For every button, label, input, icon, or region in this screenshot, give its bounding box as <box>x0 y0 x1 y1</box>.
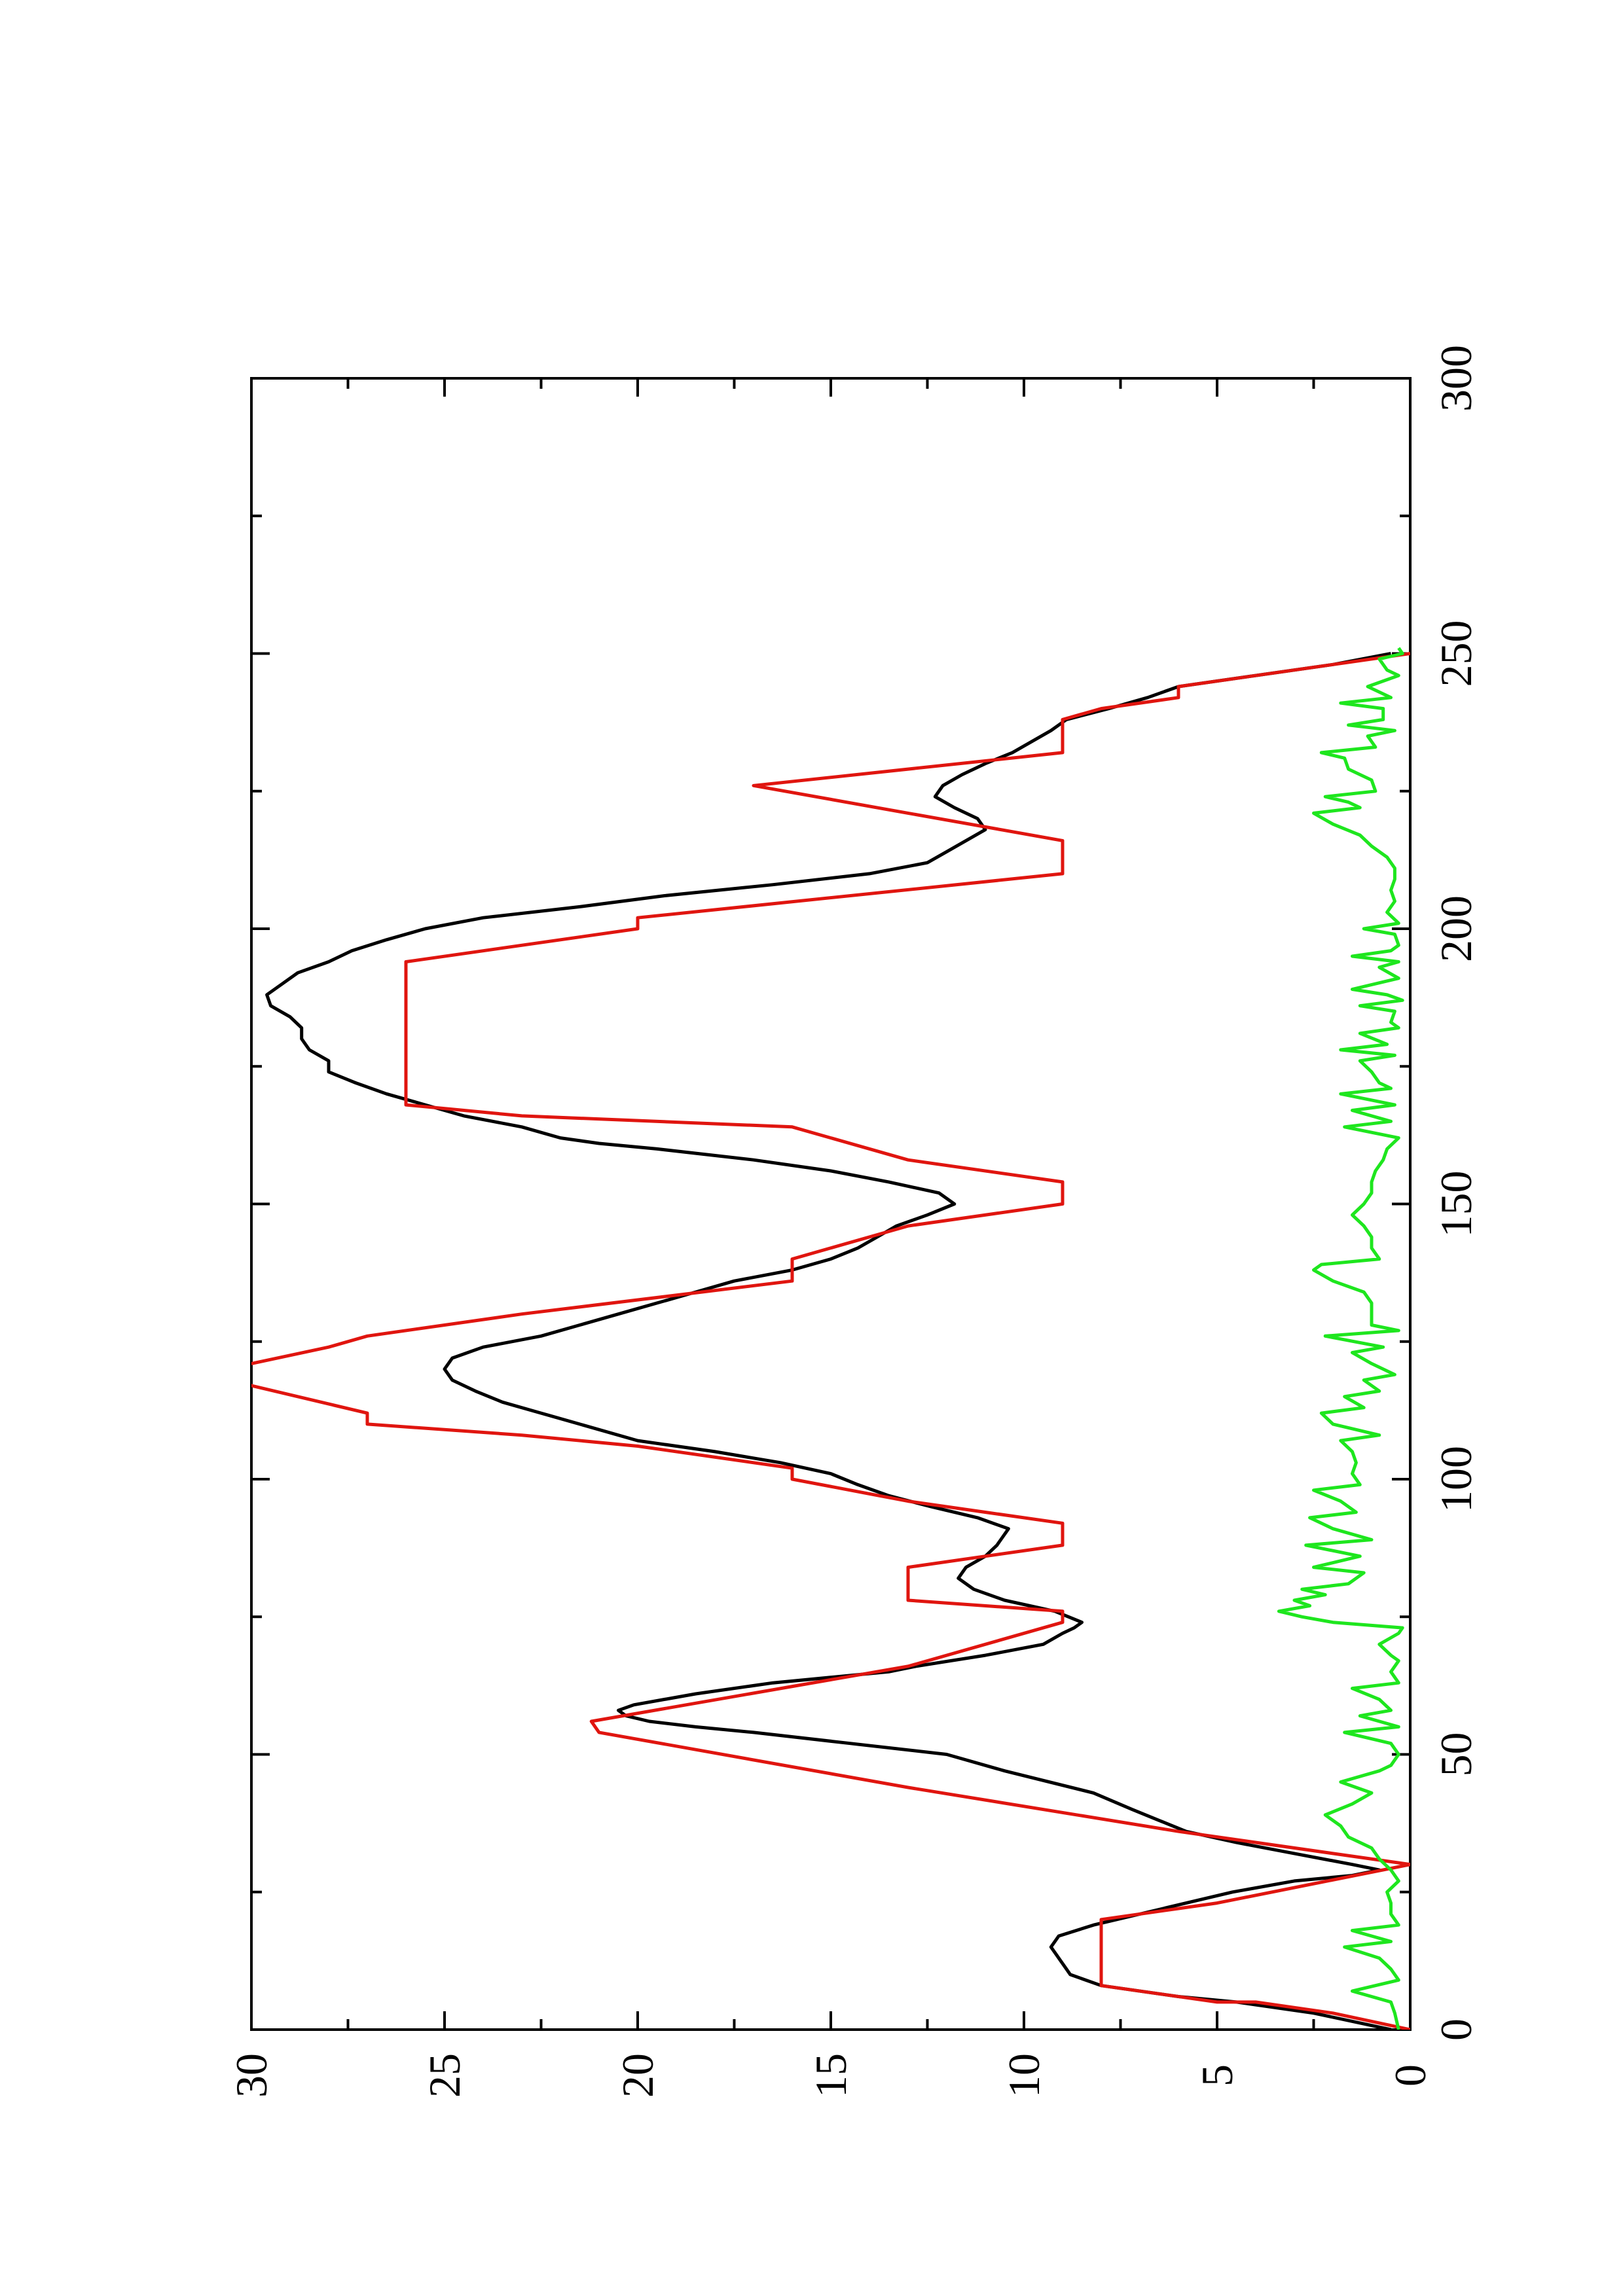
x-tick-label: 0 <box>1431 2018 1481 2041</box>
series-black-line <box>265 652 1392 2030</box>
plot-frame <box>250 377 1412 2031</box>
x-tick-label: 150 <box>1431 1171 1481 1238</box>
y-tick-label: 20 <box>613 2053 663 2098</box>
y-tick-label: 0 <box>1385 2064 1435 2087</box>
series-red-line <box>251 652 1410 2030</box>
y-tick-label: 25 <box>420 2053 469 2098</box>
x-tick-label: 100 <box>1431 1446 1481 1513</box>
series-green-line <box>1277 647 1404 2030</box>
tick-marks <box>250 377 1412 2031</box>
x-tick-label: 200 <box>1431 895 1481 962</box>
y-tick-label: 30 <box>227 2053 276 2098</box>
x-tick-label: 50 <box>1431 1732 1481 1777</box>
y-tick-label: 10 <box>999 2053 1049 2098</box>
y-tick-label: 5 <box>1192 2064 1242 2087</box>
y-tick-label: 15 <box>806 2053 856 2098</box>
series-layer <box>251 647 1410 2030</box>
x-tick-label: 300 <box>1431 345 1481 412</box>
tick-labels: 0 50 100 150 200 250 300 0 5 10 15 20 25 30 <box>227 345 1481 2098</box>
x-tick-label: 250 <box>1431 620 1481 687</box>
